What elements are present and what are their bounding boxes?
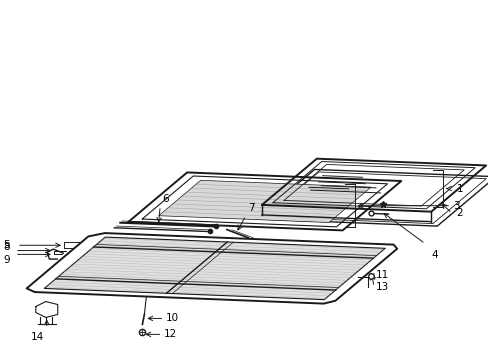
Text: 11: 11 bbox=[375, 270, 388, 280]
Text: 13: 13 bbox=[375, 282, 388, 292]
Polygon shape bbox=[128, 172, 401, 230]
Polygon shape bbox=[159, 180, 370, 222]
Text: 7: 7 bbox=[247, 203, 254, 213]
Text: 5: 5 bbox=[3, 240, 10, 250]
Text: 8: 8 bbox=[3, 242, 10, 252]
Text: 9: 9 bbox=[3, 255, 10, 265]
Text: 14: 14 bbox=[31, 332, 44, 342]
Text: 6: 6 bbox=[162, 194, 168, 204]
Polygon shape bbox=[255, 170, 488, 226]
Text: 4: 4 bbox=[430, 250, 437, 260]
Text: 12: 12 bbox=[164, 329, 177, 339]
Text: 1: 1 bbox=[456, 184, 463, 194]
Polygon shape bbox=[26, 233, 396, 303]
Polygon shape bbox=[44, 237, 385, 300]
Text: 10: 10 bbox=[166, 314, 179, 323]
Polygon shape bbox=[272, 162, 474, 209]
Text: 3: 3 bbox=[452, 201, 459, 211]
Text: 2: 2 bbox=[455, 208, 462, 219]
